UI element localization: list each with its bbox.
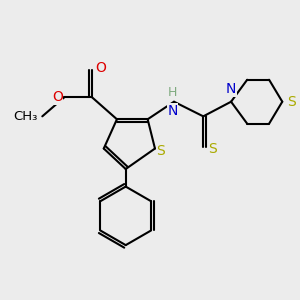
Text: CH₃: CH₃ (14, 110, 38, 123)
Text: O: O (96, 61, 106, 75)
Text: N: N (226, 82, 236, 96)
Text: S: S (208, 142, 217, 155)
Text: S: S (288, 95, 296, 109)
Text: O: O (52, 90, 63, 104)
Text: H: H (168, 86, 177, 99)
Text: S: S (157, 144, 165, 158)
Text: N: N (167, 104, 178, 118)
